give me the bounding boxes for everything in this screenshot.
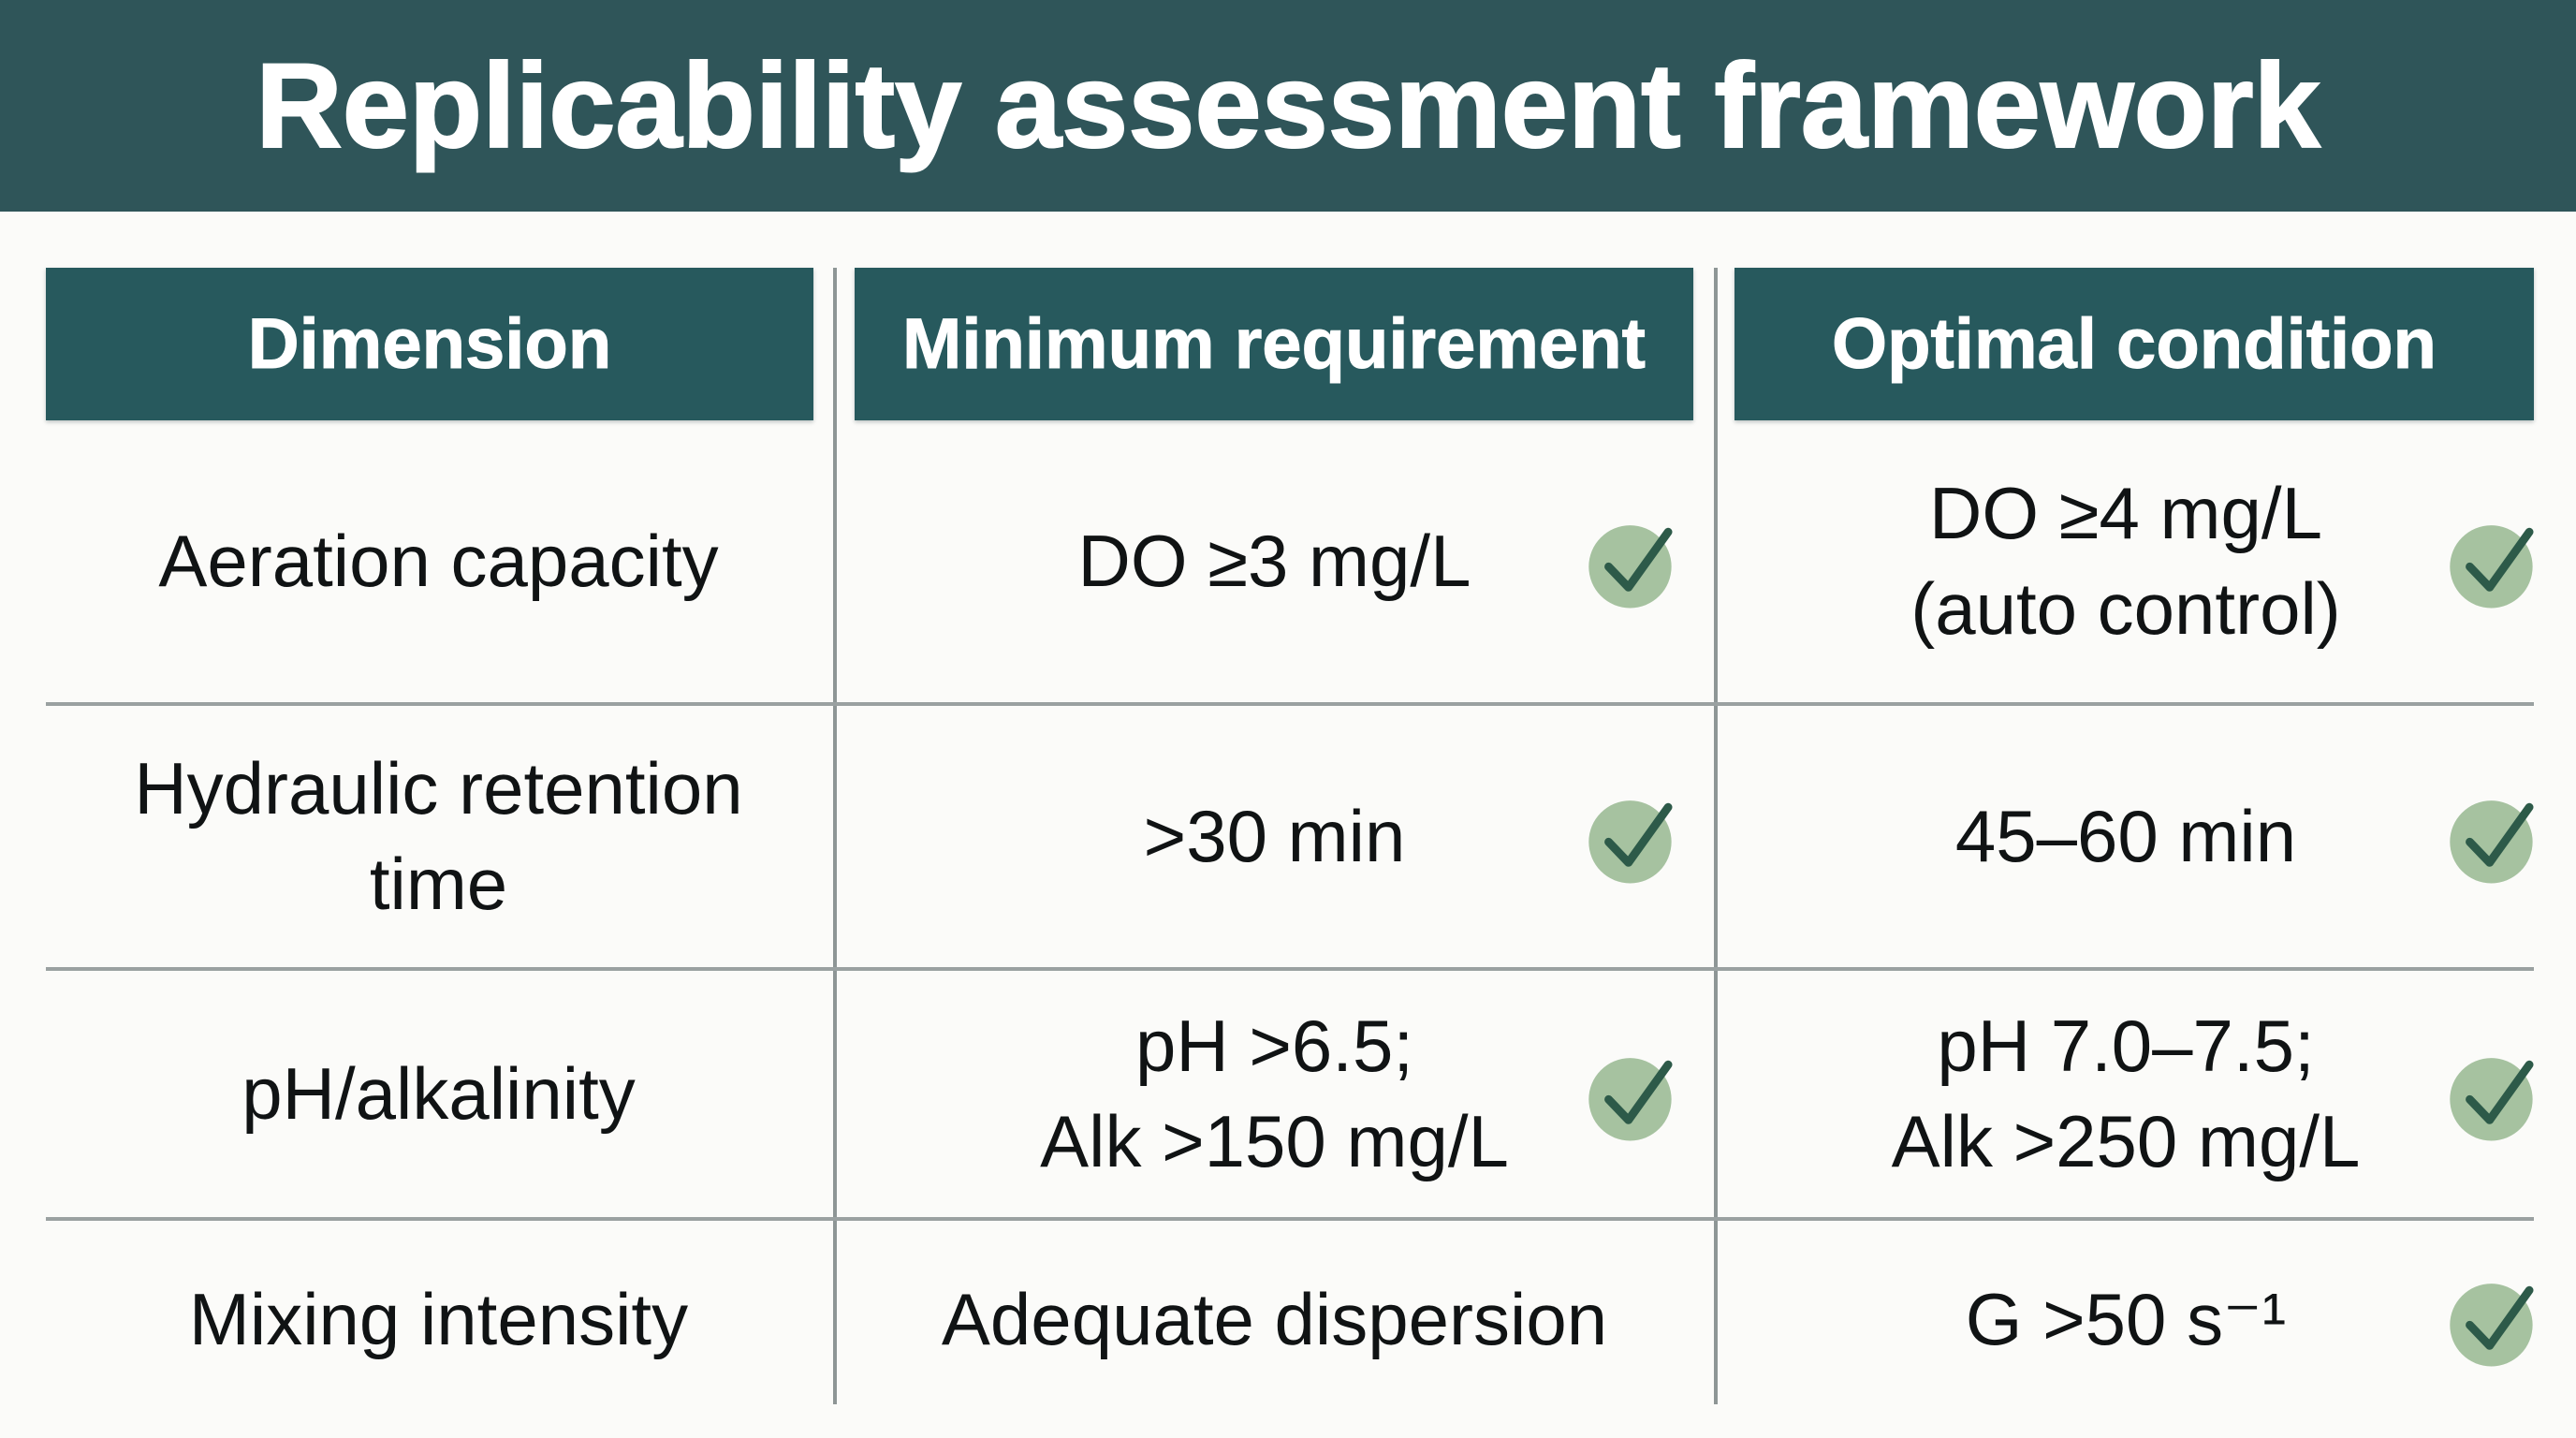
optimal-cell: 45–60 min — [1718, 706, 2534, 967]
check-icon — [2450, 1057, 2534, 1140]
row-divider — [46, 967, 2534, 971]
cell-text: Mixing intensity — [188, 1278, 689, 1361]
column-header-optimal-condition: Optimal condition — [1734, 268, 2534, 420]
column-header-minimum-requirement: Minimum requirement — [855, 268, 1693, 420]
cell-text: pH/alkalinity — [242, 1051, 636, 1135]
check-icon — [1588, 800, 1673, 883]
cell-text: Hydraulic retention time — [134, 747, 743, 925]
column-divider — [1714, 268, 1718, 1404]
minimum-cell: >30 min — [837, 706, 1712, 967]
cell-text: Aeration capacity — [158, 519, 719, 602]
dimension-cell: Mixing intensity — [46, 1221, 831, 1419]
check-icon — [2450, 800, 2534, 883]
optimal-cell: G >50 s⁻¹ — [1718, 1221, 2534, 1419]
cell-text: G >50 s⁻¹ — [1965, 1278, 2287, 1361]
optimal-cell: pH 7.0–7.5; Alk >250 mg/L — [1718, 971, 2534, 1217]
cell-text: Adequate dispersion — [941, 1278, 1608, 1361]
minimum-cell: pH >6.5; Alk >150 mg/L — [837, 971, 1712, 1217]
cell-text: pH 7.0–7.5; Alk >250 mg/L — [1891, 1005, 2361, 1182]
row-divider — [46, 1217, 2534, 1221]
check-icon — [1588, 1057, 1673, 1140]
minimum-cell: Adequate dispersion — [837, 1221, 1712, 1419]
check-icon — [2450, 1284, 2534, 1367]
dimension-cell: pH/alkalinity — [46, 971, 831, 1217]
cell-text: DO ≥3 mg/L — [1077, 519, 1471, 602]
column-divider — [833, 268, 837, 1404]
minimum-cell: DO ≥3 mg/L — [837, 420, 1712, 702]
dimension-cell: Aeration capacity — [46, 420, 831, 702]
page-title: Replicability assessment framework — [255, 38, 2320, 174]
check-icon — [2450, 524, 2534, 608]
cell-text: pH >6.5; Alk >150 mg/L — [1040, 1005, 1509, 1182]
dimension-cell: Hydraulic retention time — [46, 706, 831, 967]
check-icon — [1588, 524, 1673, 608]
optimal-cell: DO ≥4 mg/L (auto control) — [1718, 420, 2534, 702]
cell-text: 45–60 min — [1954, 794, 2297, 877]
cell-text: DO ≥4 mg/L (auto control) — [1910, 472, 2341, 650]
cell-text: >30 min — [1143, 794, 1406, 877]
row-divider — [46, 702, 2534, 706]
title-banner: Replicability assessment framework — [0, 0, 2576, 212]
column-header-dimension: Dimension — [46, 268, 813, 420]
